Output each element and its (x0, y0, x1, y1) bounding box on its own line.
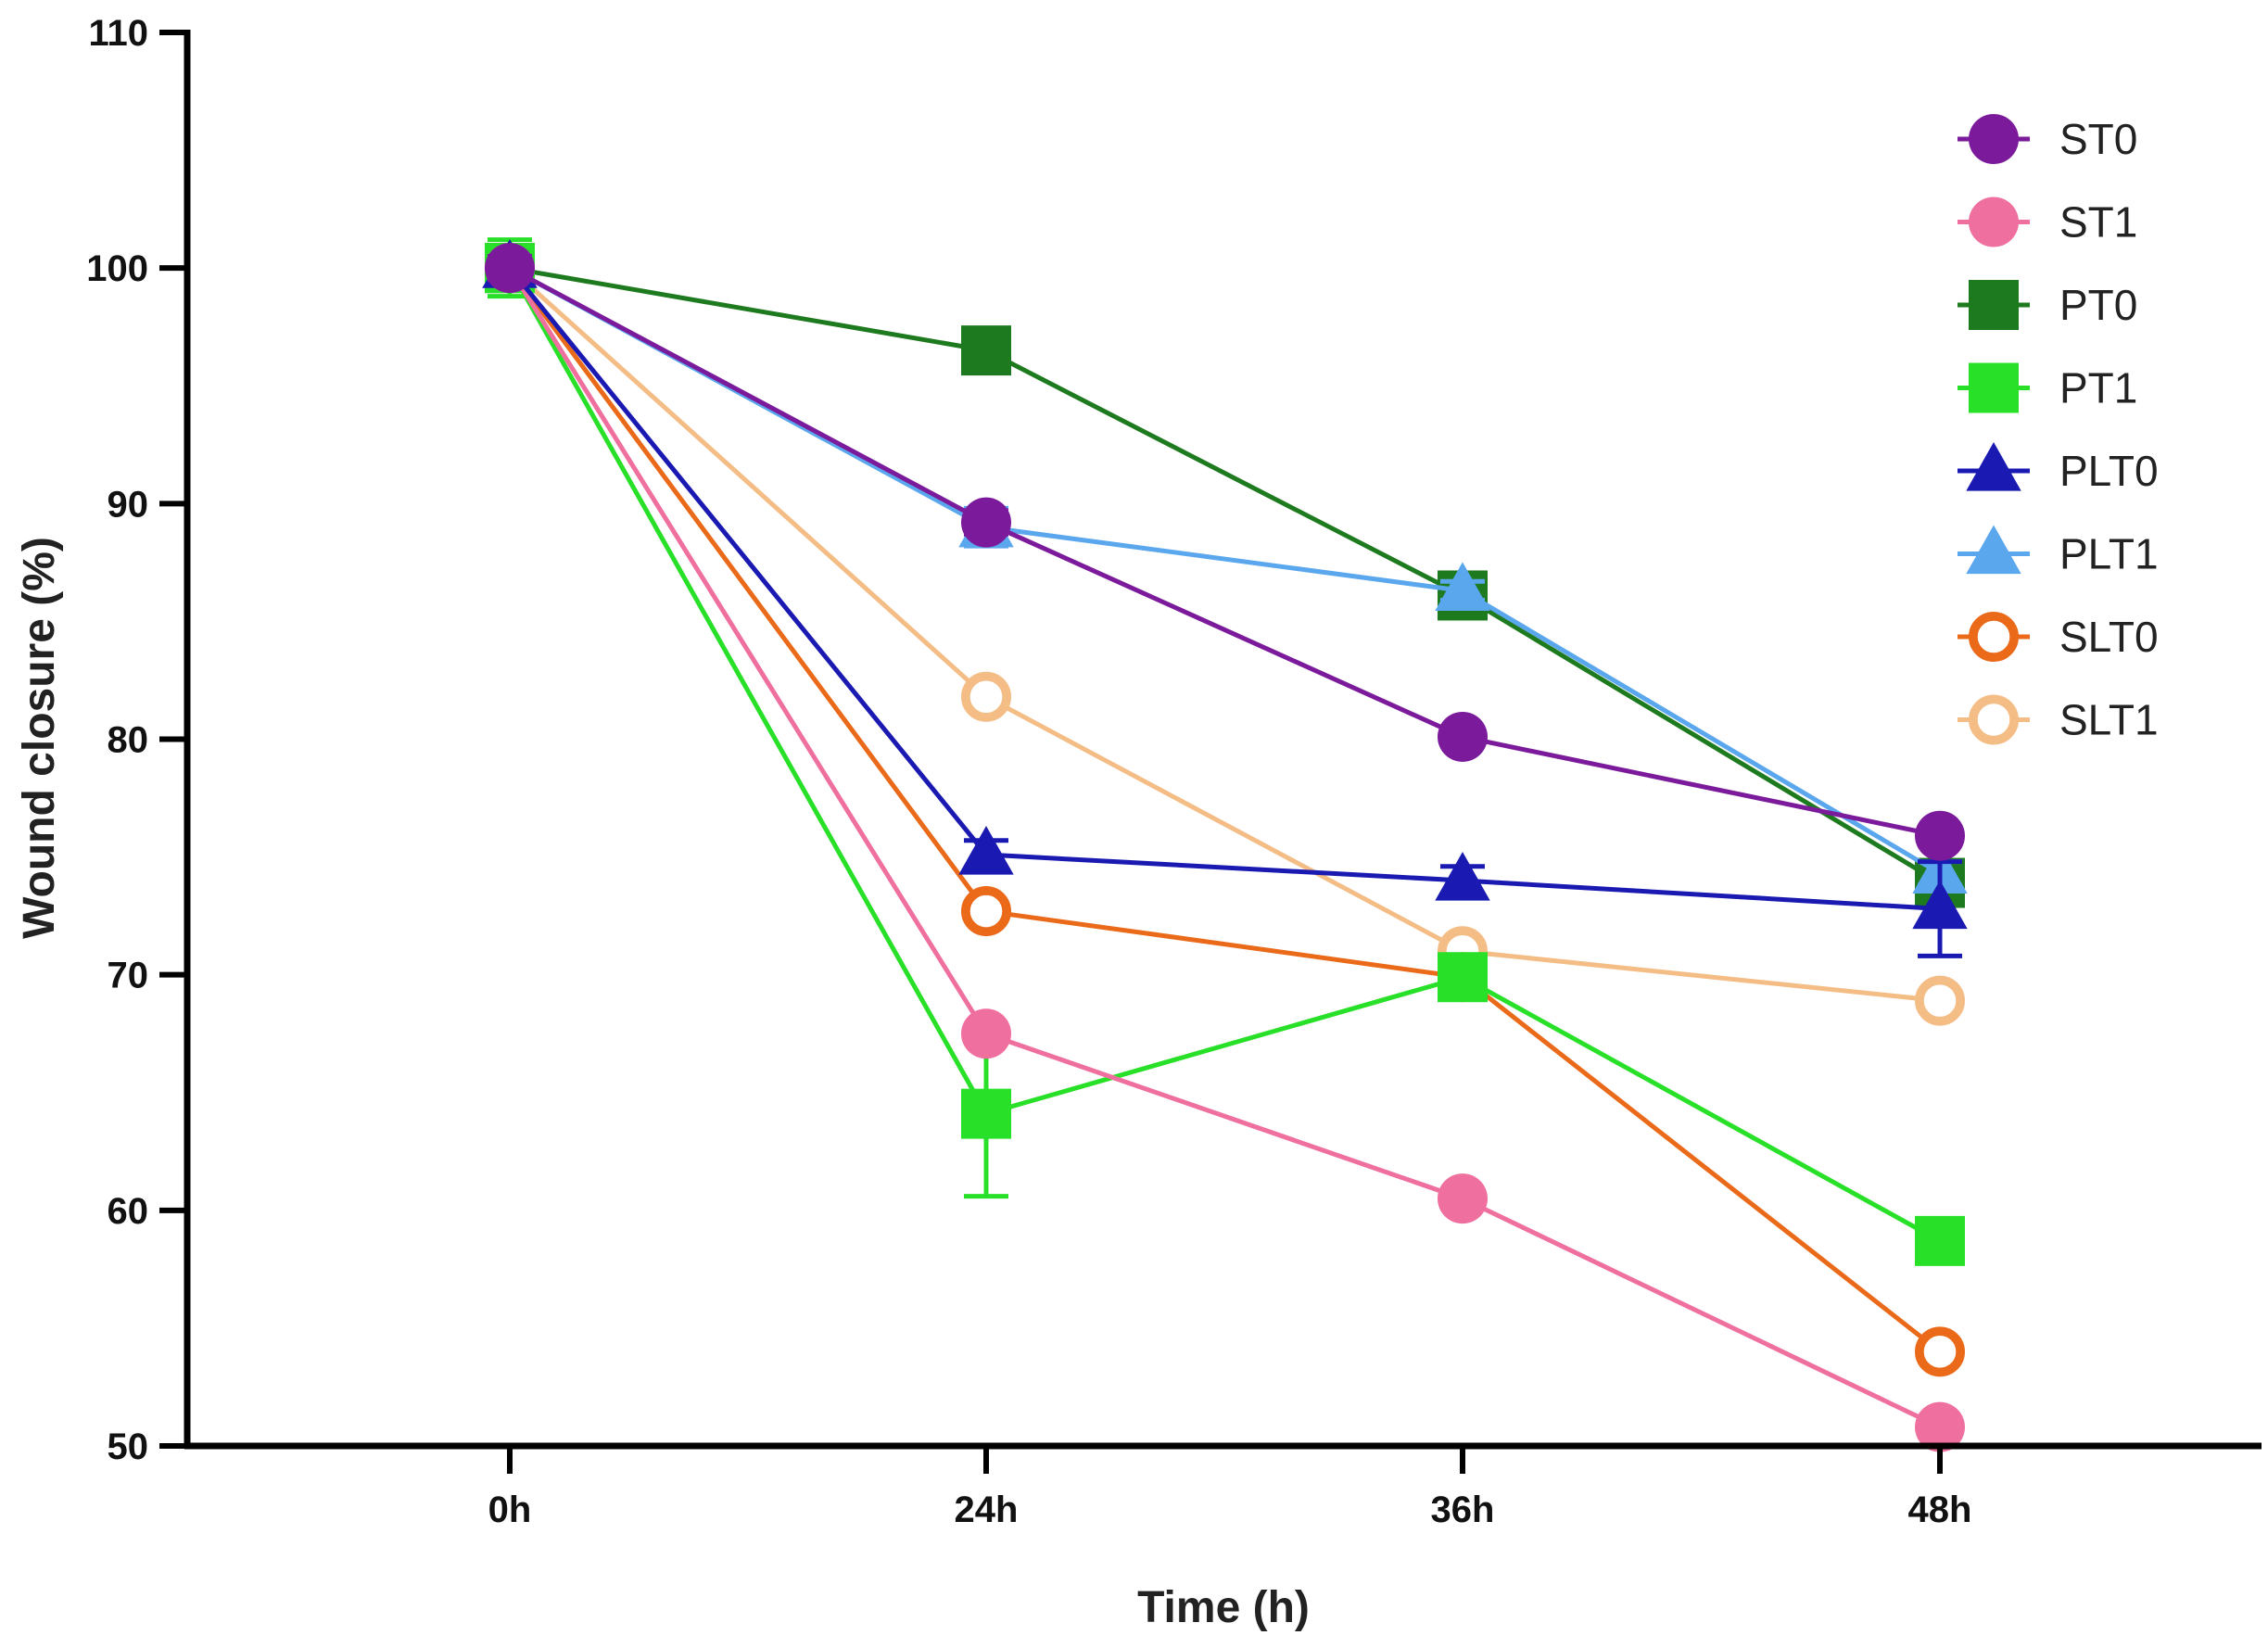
data-point-pt1 (1915, 1215, 1965, 1266)
legend-label: ST1 (2059, 198, 2137, 247)
series-line-plt1 (508, 265, 1942, 876)
y-tick-label: 90 (108, 484, 149, 525)
legend-label: PT0 (2059, 281, 2137, 329)
x-tick-label: 36h (1431, 1490, 1495, 1530)
y-tick-label: 110 (88, 13, 148, 54)
data-point-pt1 (961, 1088, 1011, 1139)
legend-marker-st1 (1969, 196, 2019, 247)
y-tick-label: 70 (108, 956, 149, 996)
data-point-pt0 (961, 325, 1011, 376)
legend-label: ST0 (2059, 115, 2137, 163)
legend-item-st0: ST0 (1958, 114, 2137, 164)
data-point-plt1 (1435, 562, 1490, 611)
data-point-st1 (1915, 1401, 1965, 1452)
y-tick-label: 50 (108, 1426, 149, 1467)
legend-item-pt1: PT1 (1958, 362, 2137, 413)
legend-marker-slt0 (1969, 611, 2020, 662)
series-layer (482, 237, 1968, 1452)
series-st1 (485, 243, 1965, 1452)
ticks-layer: 50 60 70 80 90 100 110 0h 24h 36h 48h (86, 13, 1971, 1530)
data-point-st0 (961, 497, 1011, 548)
series-pt1 (485, 237, 1965, 1266)
data-point-plt0 (1912, 880, 1968, 930)
series-slt0 (484, 243, 1966, 1377)
data-point-st0 (1438, 711, 1488, 762)
data-point-st1 (1438, 1173, 1488, 1224)
legend-marker-pt1 (1969, 362, 2019, 413)
series-plt0 (482, 239, 1968, 958)
series-pt0 (485, 243, 1965, 908)
legend-item-slt0: SLT0 (1958, 611, 2159, 662)
legend-label: SLT0 (2059, 613, 2159, 661)
y-tick-label: 100 (86, 248, 148, 289)
legend-item-plt1: PLT1 (1958, 525, 2159, 578)
legend-label: PLT0 (2059, 447, 2159, 495)
series-line-st1 (507, 266, 1942, 1429)
series-st0 (485, 243, 1965, 861)
legend-label: PLT1 (2059, 530, 2159, 578)
legend-marker-st0 (1969, 114, 2019, 164)
x-tick-label: 48h (1908, 1490, 1972, 1530)
y-tick-label: 80 (108, 720, 149, 761)
data-point-slt1 (960, 671, 1011, 722)
x-tick-label: 0h (488, 1490, 532, 1530)
data-point-plt0 (1435, 851, 1490, 901)
data-point-slt0 (1915, 1326, 1966, 1377)
legend-item-st1: ST1 (1958, 196, 2137, 247)
series-line-plt0 (508, 266, 1941, 911)
data-point-st0 (485, 243, 535, 294)
legend-label: SLT1 (2059, 696, 2159, 744)
series-slt1 (484, 243, 1966, 1026)
series-line-pt0 (509, 265, 1942, 885)
legend-marker-slt1 (1969, 694, 2020, 745)
series-line-slt0 (507, 266, 1942, 1354)
legend-item-plt0: PLT0 (1958, 441, 2159, 495)
legend-item-pt0: PT0 (1958, 280, 2137, 330)
data-point-st1 (961, 1008, 1011, 1059)
legend-marker-pt0 (1969, 280, 2019, 330)
y-axis-title: Wound closure (%) (15, 537, 64, 939)
legend-label: PT1 (2059, 364, 2137, 412)
x-axis-title: Time (h) (1137, 1583, 1310, 1632)
legend-item-slt1: SLT1 (1958, 694, 2159, 745)
data-point-st0 (1915, 810, 1965, 861)
data-point-slt0 (960, 886, 1011, 937)
legend: ST0 ST1 PT0 PT1 PLT0 PLT1 SLT0 SLT1 (1958, 114, 2159, 745)
data-point-plt0 (958, 825, 1014, 875)
x-tick-label: 24h (955, 1490, 1019, 1530)
legend-marker-plt1 (1966, 525, 2021, 575)
series-line-pt1 (507, 266, 1942, 1244)
data-point-slt1 (1915, 975, 1966, 1026)
y-tick-label: 60 (108, 1191, 149, 1232)
data-point-pt1 (1438, 952, 1488, 1003)
series-line-slt1 (508, 266, 1941, 1004)
legend-marker-plt0 (1966, 441, 2021, 491)
series-line-st0 (508, 265, 1941, 839)
